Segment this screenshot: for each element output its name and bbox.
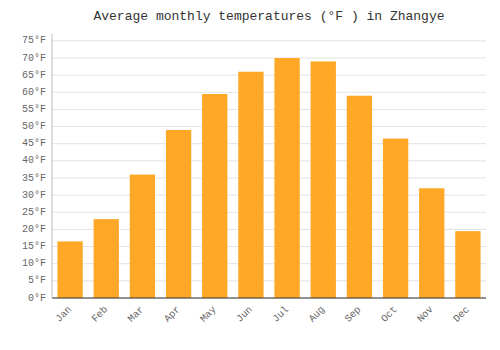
bar	[166, 130, 191, 298]
y-tick-label: 20°F	[22, 224, 46, 235]
x-tick-label: Oct	[379, 304, 400, 325]
grid-line	[52, 298, 486, 299]
bar	[130, 175, 155, 298]
y-tick-label: 75°F	[22, 35, 46, 46]
y-tick-label: 40°F	[22, 155, 46, 166]
y-tick-label: 15°F	[22, 241, 46, 252]
grid-line	[52, 92, 486, 93]
x-tick-label: Jul	[271, 304, 292, 325]
grid-line	[52, 178, 486, 179]
y-tick-label: 35°F	[22, 173, 46, 184]
x-tick-label: Jan	[54, 304, 75, 325]
x-tick-label: Nov	[415, 304, 436, 325]
y-tick-label: 55°F	[22, 104, 46, 115]
x-tick-label: Jun	[234, 304, 255, 325]
grid	[52, 41, 486, 298]
y-tick-label: 65°F	[22, 70, 46, 81]
x-tick-label: Mar	[126, 304, 147, 325]
bar	[311, 61, 336, 298]
page: {"chart_data": {"type": "bar", "title": …	[0, 0, 500, 350]
grid-line	[52, 75, 486, 76]
bar	[202, 94, 227, 298]
bars	[57, 58, 480, 298]
grid-line	[52, 58, 486, 59]
y-tick-label: 5°F	[28, 275, 46, 286]
grid-line	[52, 160, 486, 161]
x-tick-label: May	[198, 304, 219, 325]
y-tick-label: 0°F	[28, 293, 46, 304]
chart: Average monthly temperatures (°F ) in Zh…	[0, 0, 500, 350]
x-tick-label: Apr	[162, 304, 183, 325]
bar	[383, 139, 408, 298]
x-axis: Jan Feb Mar Apr May Jun Jul Aug Sep Oct Nov Dec	[54, 304, 472, 325]
y-tick-label: 70°F	[22, 53, 46, 64]
bar	[57, 241, 82, 298]
grid-line	[52, 40, 486, 41]
bar	[455, 231, 480, 298]
grid-line	[52, 143, 486, 144]
x-tick-label: Sep	[343, 304, 364, 325]
x-tick-label: Aug	[307, 304, 328, 325]
bar	[238, 72, 263, 298]
grid-line	[52, 109, 486, 110]
background	[0, 0, 500, 350]
grid-line	[52, 126, 486, 127]
bar	[274, 58, 299, 298]
y-tick-label: 60°F	[22, 87, 46, 98]
y-axis: 0°F 5°F 10°F 15°F 20°F 25°F 30°F 35°F 40°F 45°F 50…	[22, 35, 46, 303]
x-tick-label: Feb	[90, 304, 111, 325]
x-axis-line	[52, 298, 486, 299]
y-tick-label: 10°F	[22, 258, 46, 269]
y-tick-label: 50°F	[22, 121, 46, 132]
y-tick-label: 45°F	[22, 138, 46, 149]
x-tick-label: Dec	[451, 304, 472, 325]
y-axis-line	[52, 34, 53, 298]
title: Average monthly temperatures (°F ) in Zh…	[93, 9, 444, 24]
y-tick-label: 25°F	[22, 207, 46, 218]
y-tick-label: 30°F	[22, 190, 46, 201]
bar	[347, 96, 372, 298]
bar	[419, 188, 444, 298]
bar	[94, 219, 119, 298]
